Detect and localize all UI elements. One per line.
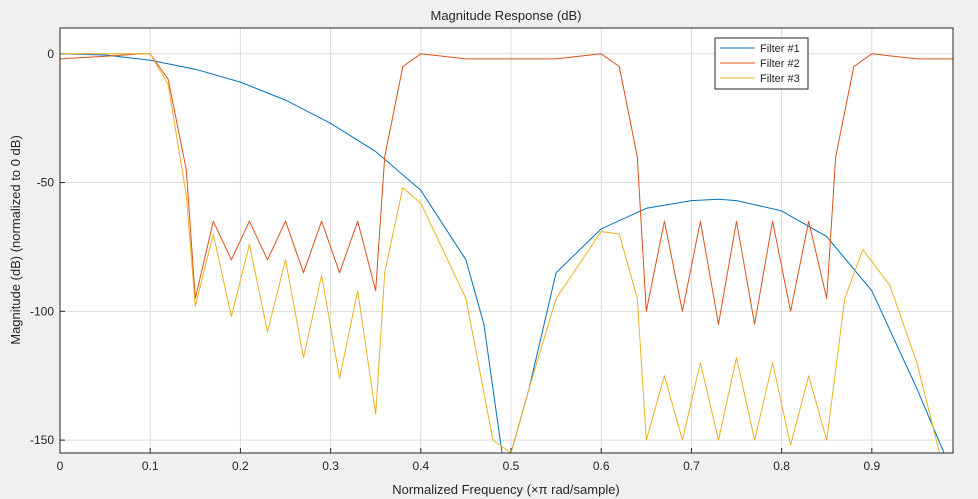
legend: Filter #1 Filter #2 Filter #3 xyxy=(714,37,809,90)
y-tick-label: 0 xyxy=(47,47,54,61)
series-lines xyxy=(60,53,953,453)
x-axis-label: Normalized Frequency (×π rad/sample) xyxy=(392,482,620,497)
x-tick-label: 0 xyxy=(57,459,64,473)
x-tick-label: 0.4 xyxy=(412,459,429,473)
x-tick-label: 0.8 xyxy=(773,459,790,473)
x-tick-label: 0.9 xyxy=(863,459,880,473)
y-tick-label: -50 xyxy=(37,176,55,190)
legend-label-filter-1: Filter #1 xyxy=(760,43,800,55)
x-tick-label: 0.1 xyxy=(142,459,159,473)
chart-title: Magnitude Response (dB) xyxy=(430,8,581,23)
x-tick-label: 0.6 xyxy=(593,459,610,473)
y-axis-label: Magnitude (dB) (normalized to 0 dB) xyxy=(8,135,23,345)
y-axis-ticks: 0 -50 -100 -150 xyxy=(30,47,65,447)
series-line-filter-3 xyxy=(60,53,940,453)
plot-area xyxy=(60,28,953,453)
x-tick-label: 0.7 xyxy=(683,459,700,473)
x-tick-label: 0.3 xyxy=(322,459,339,473)
x-tick-label: 0.2 xyxy=(232,459,249,473)
y-tick-label: -150 xyxy=(30,433,54,447)
axes-box xyxy=(59,27,954,454)
x-tick-label: 0.5 xyxy=(503,459,520,473)
series-line-filter-1 xyxy=(60,53,945,453)
series-line-filter-2 xyxy=(60,53,953,325)
grid-lines xyxy=(59,28,953,453)
legend-label-filter-2: Filter #2 xyxy=(760,58,800,70)
y-tick-label: -100 xyxy=(30,304,54,318)
x-axis-ticks: 0 0.1 0.2 0.3 0.4 0.5 0.6 0.7 0.8 0.9 xyxy=(57,448,880,473)
legend-label-filter-3: Filter #3 xyxy=(760,73,800,85)
